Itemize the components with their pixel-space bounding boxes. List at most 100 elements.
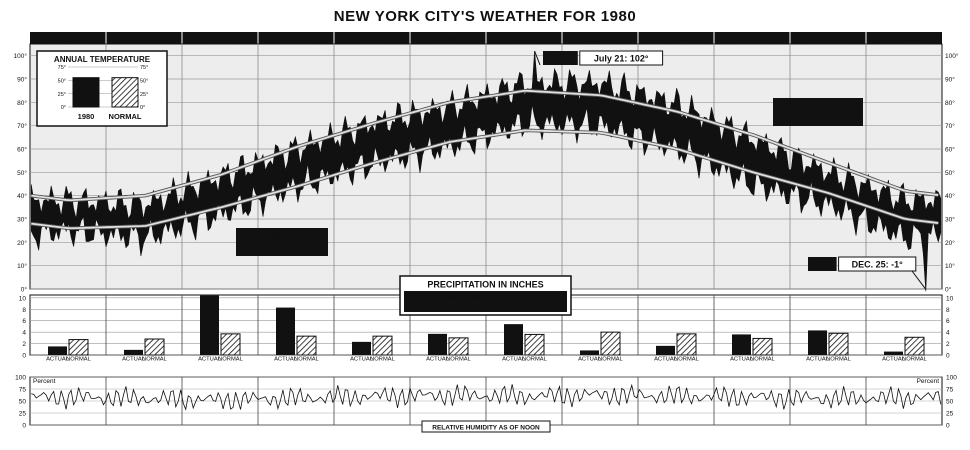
annual-temperature-frame (36, 50, 168, 127)
temperature-tick-right: 80° (945, 99, 955, 107)
record-high-label-box (543, 51, 578, 65)
temperature-tick-right: 0° (945, 286, 952, 294)
humidity-title-box (421, 420, 551, 433)
precip-normal-bar (372, 335, 393, 356)
precip-tick-left: 6 (22, 318, 26, 325)
precip-tick-left: 0 (22, 353, 26, 360)
humidity-title: RELATIVE HUMIDITY AS OF NOON (432, 425, 540, 432)
normal-high-callout-line1: LINE INDICATES (783, 101, 854, 111)
precip-actual-bar (580, 350, 599, 355)
normal-low-callout-box (236, 228, 328, 256)
precip-normal-label: NORMAL (446, 357, 472, 363)
precip-normal-label: NORMAL (370, 357, 396, 363)
record-high-label: HIGH (549, 54, 572, 64)
temperature-tick-left: 60° (17, 146, 27, 154)
month-label: SEPTEMBER (654, 37, 698, 44)
precip-tick-left: 2 (22, 341, 26, 348)
record-low-annotation: LOW DEC. 25: -1° (808, 256, 917, 272)
temperature-tick-left: 90° (17, 76, 27, 84)
precip-actual-label: ACTUAL (730, 357, 754, 363)
normal-low-callout-line2: NORMAL LOW (251, 243, 314, 253)
humidity-tick-right: 0 (946, 423, 950, 430)
temperature-tick-right: 90° (945, 76, 955, 84)
temperature-tick-left: 30° (17, 216, 27, 224)
month-label: DECEMBER (884, 37, 924, 44)
daily-temperature-range-band (30, 50, 942, 292)
month-label: MARCH (207, 37, 233, 44)
month-label: JULY (515, 37, 533, 44)
humidity-ylabel-right: Percent (917, 378, 940, 385)
temperature-tick-right: 30° (945, 216, 955, 224)
annual-bar (111, 77, 139, 108)
temperature-tick-right: 100° (945, 52, 959, 60)
precip-normal-bar (220, 333, 241, 356)
normal-low-line (31, 129, 939, 230)
precip-normal-label: NORMAL (522, 357, 548, 363)
precip-normal-bar (296, 335, 317, 356)
annual-temperature-title: ANNUAL TEMPERATURE (54, 55, 151, 64)
precip-normal-label: NORMAL (142, 357, 168, 363)
temperature-tick-right: 40° (945, 192, 955, 200)
chart-title: NEW YORK CITY'S WEATHER FOR 1980 (333, 8, 637, 25)
annual-tick-right: 0° (140, 105, 145, 111)
humidity-tick-right: 25 (946, 411, 954, 418)
temperature-tick-left: 0° (21, 286, 28, 294)
precip-normal-bar (144, 338, 165, 356)
record-low-label: LOW (812, 260, 833, 270)
precip-actual-bar (884, 351, 903, 355)
precip-normal-label: NORMAL (902, 357, 928, 363)
precip-normal-label: NORMAL (674, 357, 700, 363)
record-low-pointer (911, 270, 927, 290)
normal-low-callout-line1: LINE INDICATES (247, 231, 318, 241)
humidity-tick-right: 100 (946, 375, 957, 382)
annual-tick-right: 75° (140, 65, 148, 71)
temperature-tick-right: 50° (945, 169, 955, 177)
precip-actual-bar (124, 349, 143, 355)
month-label: OCTOBER (735, 37, 770, 44)
temperature-tick-right: 60° (945, 146, 955, 154)
annual-tick-right: 50° (140, 79, 148, 85)
precip-normal-bar (904, 336, 925, 356)
annual-bar-label: NORMAL (109, 112, 142, 121)
humidity-ylabel-left: Percent (33, 378, 56, 385)
precip-actual-label: ACTUAL (654, 357, 678, 363)
precip-normal-bar (600, 331, 621, 356)
humidity-tick-left: 0 (22, 423, 26, 430)
humidity-tick-left: 25 (19, 411, 27, 418)
precip-tick-left: 8 (22, 307, 26, 314)
precipitation-legend: PRECIPITATION IN INCHES Total Precipitati… (399, 275, 572, 316)
precip-normal-label: NORMAL (750, 357, 776, 363)
precip-normal-label: NORMAL (294, 357, 320, 363)
month-label: JANUARY (51, 37, 85, 44)
precip-normal-bar (448, 337, 469, 356)
month-label: FEBRUARY (125, 37, 164, 44)
precip-actual-bar (428, 333, 447, 355)
precip-actual-label: ACTUAL (274, 357, 298, 363)
record-low-value-box (838, 256, 917, 272)
precip-normal-bar (752, 337, 773, 356)
temperature-tick-right: 10° (945, 262, 955, 270)
temperature-tick-left: 20° (17, 239, 27, 247)
precip-actual-label: ACTUAL (882, 357, 906, 363)
humidity-tick-right: 75 (946, 387, 954, 394)
record-low-label-box (808, 257, 837, 271)
record-high-value: July 21: 102° (594, 54, 649, 64)
precip-normal-bar (68, 339, 89, 356)
humidity-line (31, 383, 942, 411)
record-high-value-box (579, 50, 664, 66)
annual-tick-left: 75° (58, 65, 66, 71)
precip-tick-right: 10 (946, 295, 954, 302)
precip-normal-bar (676, 333, 697, 356)
precip-actual-bar (48, 346, 67, 355)
temperature-tick-left: 50° (17, 169, 27, 177)
temperature-tick-right: 20° (945, 239, 955, 247)
normal-high-callout-box (773, 98, 863, 126)
temperature-tick-left: 40° (17, 192, 27, 200)
precip-actual-bar (732, 334, 751, 355)
precip-legend-row-value: 40.19 (547, 304, 563, 311)
precip-normal-label: NORMAL (218, 357, 244, 363)
month-label: APRIL (286, 37, 308, 44)
precip-actual-label: ACTUAL (578, 357, 602, 363)
precip-tick-right: 2 (946, 341, 950, 348)
